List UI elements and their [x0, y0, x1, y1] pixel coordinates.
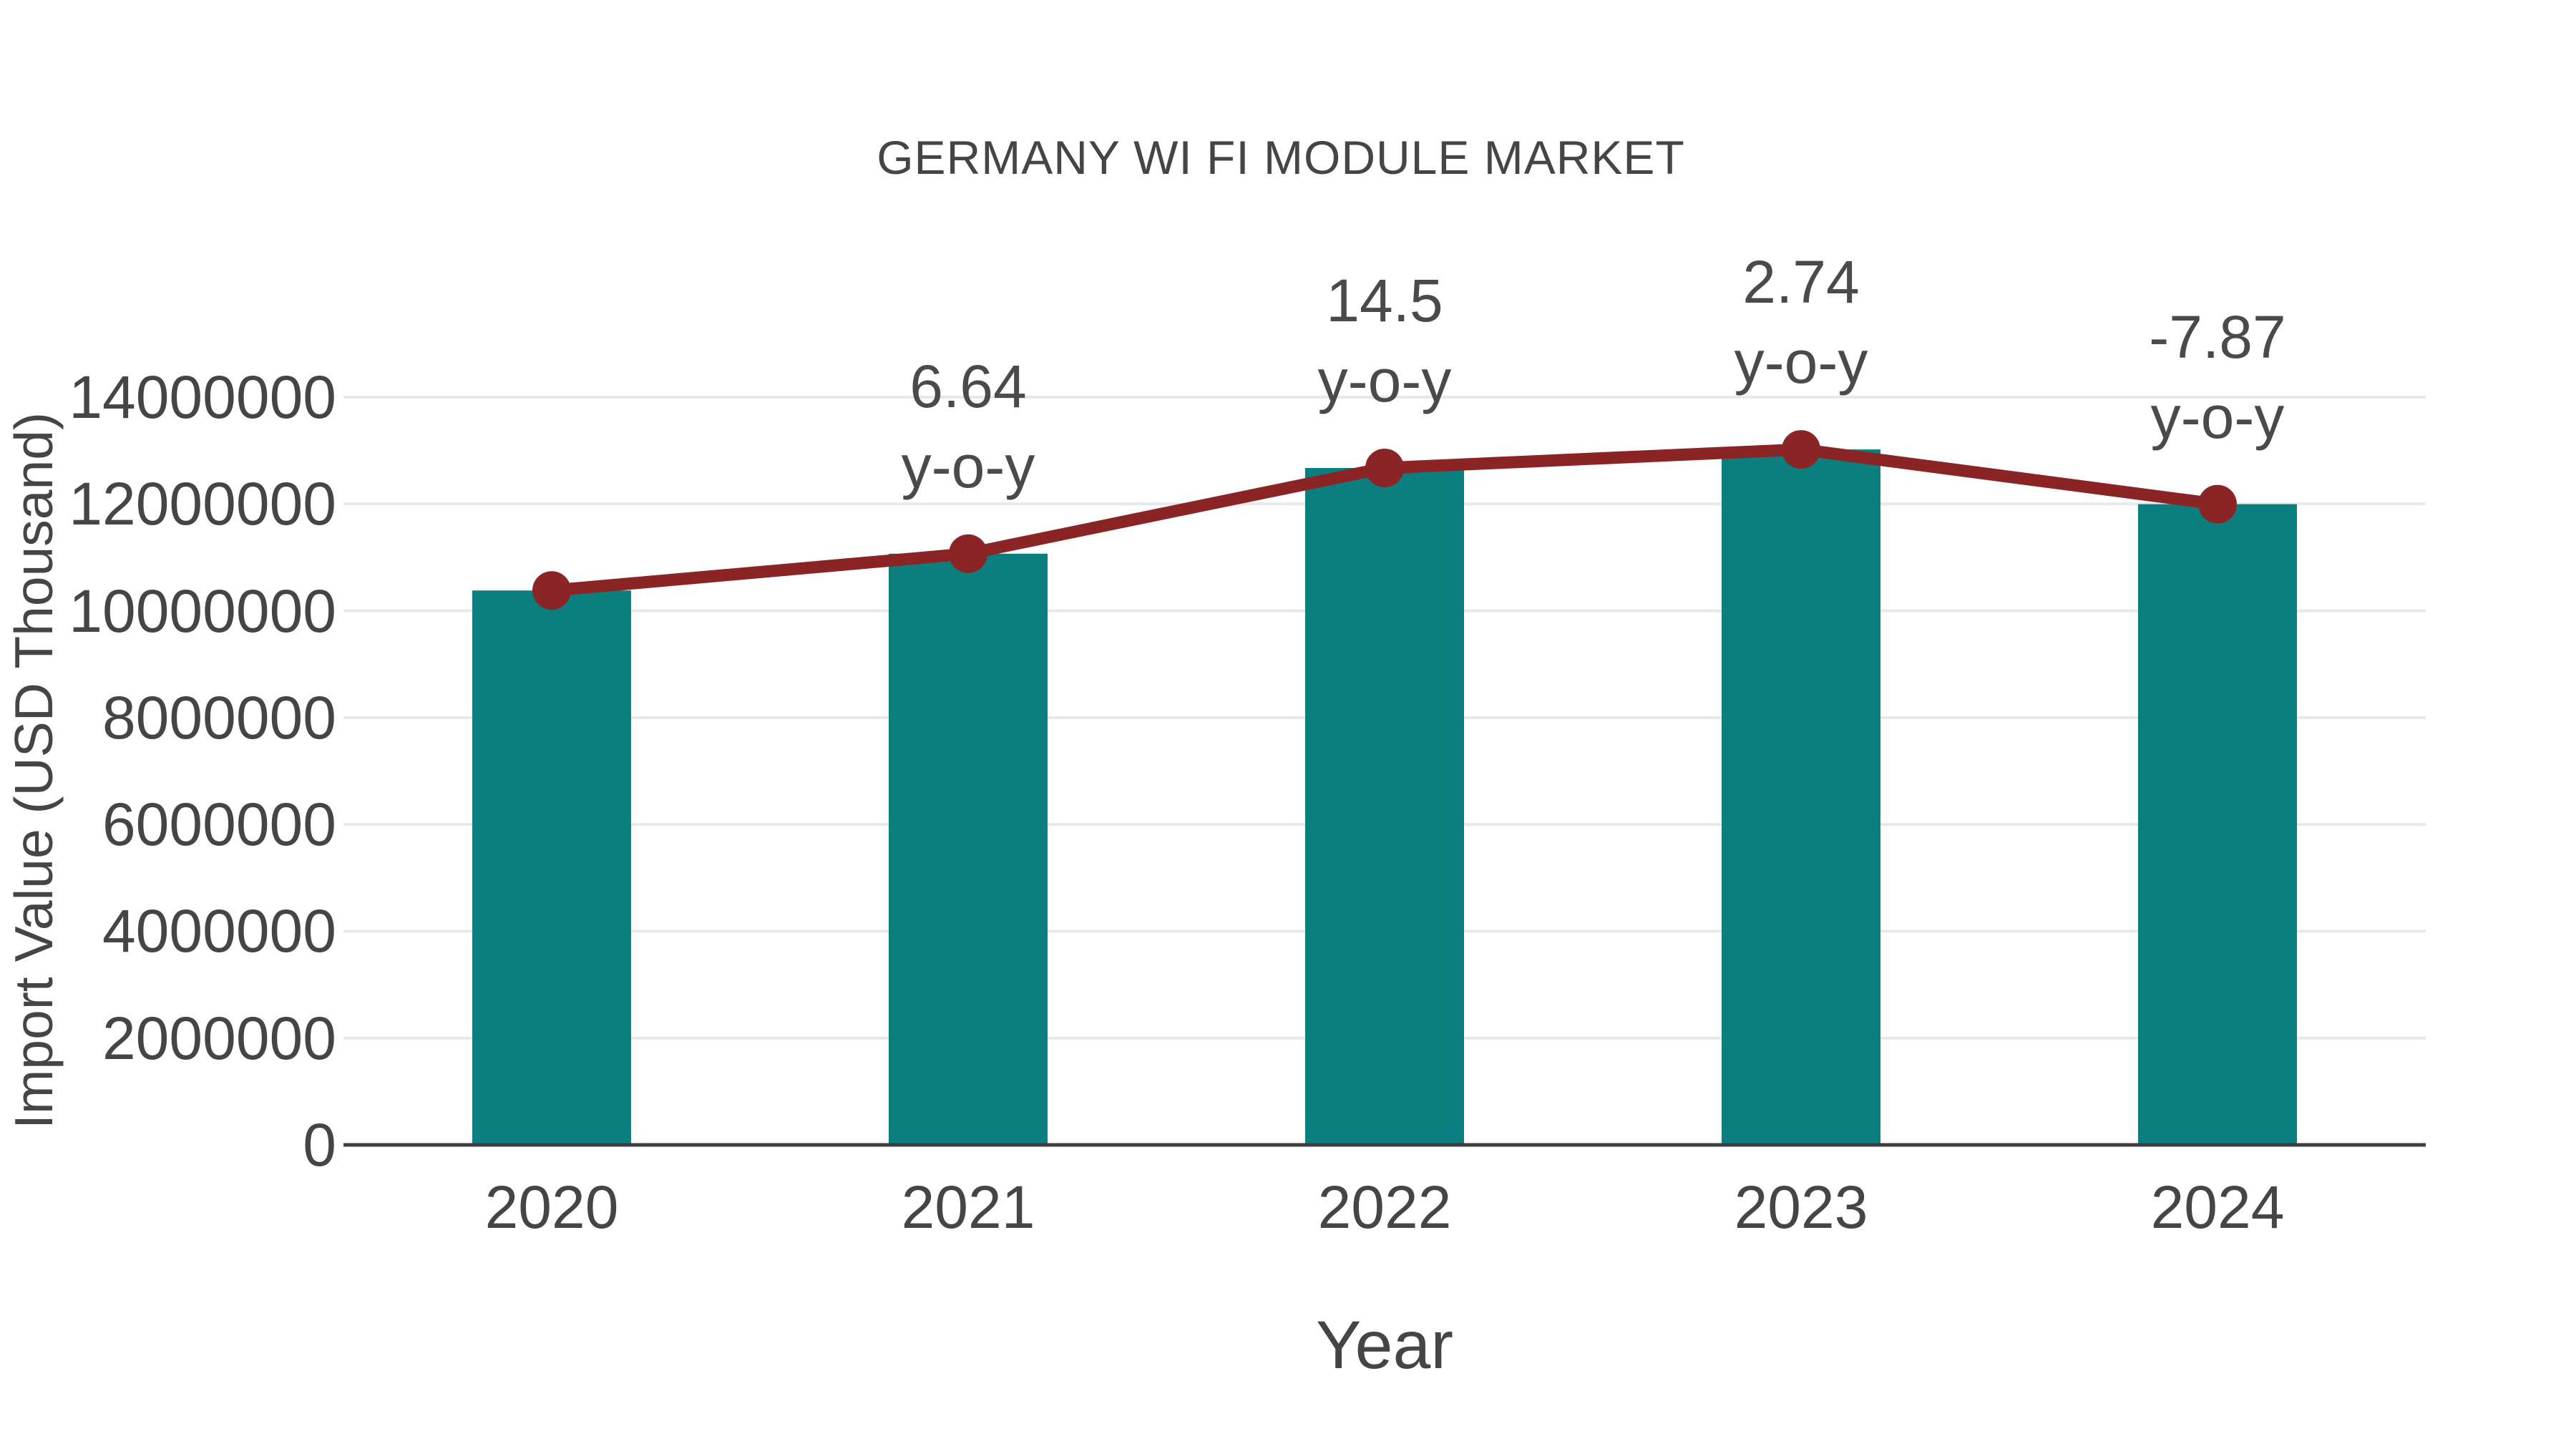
x-tick-label: 2022 [1317, 1174, 1452, 1241]
yoy-suffix: y-o-y [2150, 383, 2285, 451]
trend-marker-2020 [532, 571, 571, 610]
x-tick-label: 2023 [1734, 1174, 1868, 1241]
trend-marker-2021 [949, 534, 987, 573]
y-tick-label: 14000000 [69, 364, 336, 431]
yoy-suffix: y-o-y [1317, 346, 1452, 414]
yoy-value: -7.87 [2149, 303, 2286, 371]
chart-title: GERMANY WI FI MODULE MARKET [877, 131, 1685, 184]
trend-marker-2023 [1782, 430, 1820, 469]
trend-marker-2022 [1365, 448, 1404, 487]
y-tick-label: 2000000 [102, 1004, 336, 1072]
yoy-suffix: y-o-y [1734, 328, 1868, 396]
bar-2022 [1305, 467, 1464, 1145]
yoy-value: 14.5 [1326, 266, 1443, 334]
bar-2020 [472, 590, 631, 1145]
yoy-value: 6.64 [909, 352, 1027, 420]
yoy-value: 2.74 [1742, 248, 1860, 316]
bar-2024 [2138, 504, 2297, 1145]
y-tick-label: 0 [303, 1111, 336, 1179]
y-tick-label: 8000000 [102, 683, 336, 751]
y-axis-title-text: Import Value (USD Thousand) [4, 412, 64, 1129]
y-tick-label: 10000000 [69, 577, 336, 645]
yoy-suffix: y-o-y [901, 432, 1035, 500]
bar-2021 [889, 553, 1048, 1145]
x-tick-label: 2024 [2150, 1174, 2285, 1241]
y-tick-label: 6000000 [102, 791, 336, 859]
yoy-annotation-2024: -7.87 y-o-y [1996, 297, 2439, 457]
y-tick-label: 4000000 [102, 897, 336, 965]
x-tick-label: 2021 [901, 1174, 1035, 1241]
trend-marker-2024 [2198, 484, 2237, 524]
y-tick-label: 12000000 [69, 470, 336, 538]
yoy-annotation-2022: 14.5 y-o-y [1163, 260, 1606, 421]
yoy-annotation-2023: 2.74 y-o-y [1579, 242, 2023, 402]
bar-2023 [1722, 449, 1880, 1145]
x-tick-label: 2020 [484, 1174, 619, 1241]
x-axis-title: Year [1316, 1307, 1453, 1383]
yoy-annotation-2021: 6.64 y-o-y [746, 346, 1190, 507]
